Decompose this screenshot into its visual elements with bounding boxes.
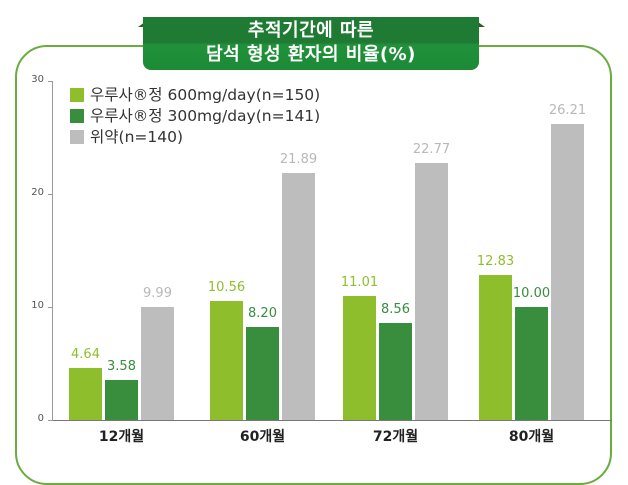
title-banner: 추적기간에 따른 담석 형성 환자의 비율(%) xyxy=(138,13,485,70)
x-category-label: 72개월 xyxy=(372,429,419,445)
bar-value-label: 21.89 xyxy=(279,151,318,167)
y-tick xyxy=(48,420,53,421)
bar-value-label: 8.56 xyxy=(381,302,410,318)
bar xyxy=(141,307,174,420)
x-axis-line xyxy=(52,420,612,421)
chart-title-line1: 추적기간에 따른 xyxy=(247,20,375,41)
legend-item: 위약(n=140) xyxy=(70,126,320,147)
bar-value-label: 22.77 xyxy=(412,141,451,157)
legend-swatch-600 xyxy=(70,87,84,102)
legend-swatch-placebo xyxy=(70,129,84,144)
banner-body: 추적기간에 따른 담석 형성 환자의 비율(%) xyxy=(143,17,479,70)
y-tick-label: 30 xyxy=(31,74,44,85)
bar xyxy=(69,367,102,420)
y-axis-line xyxy=(52,81,53,420)
legend-label: 우루사®정 600mg/day(n=150) xyxy=(90,85,321,104)
bar-value-label: 10.00 xyxy=(512,286,551,301)
bar-value-label: 26.21 xyxy=(548,102,587,118)
legend-item: 우루사®정 300mg/day(n=141) xyxy=(70,105,320,126)
bar-value-label: 10.56 xyxy=(207,279,246,295)
x-category-label: 80개월 xyxy=(508,429,555,445)
y-tick-label: 0 xyxy=(37,413,44,424)
bar-value-label: 8.20 xyxy=(248,306,277,322)
chart-title-line2: 담석 형성 환자의 비율(%) xyxy=(206,44,416,65)
bar xyxy=(515,307,548,420)
y-tick xyxy=(48,307,53,308)
bar xyxy=(105,379,138,420)
legend-label: 우루사®정 300mg/day(n=141) xyxy=(90,106,321,125)
legend: 우루사®정 600mg/day(n=150) 우루사®정 300mg/day(n… xyxy=(70,84,320,147)
bar xyxy=(479,275,512,420)
y-tick-label: 20 xyxy=(31,187,44,198)
y-tick-label: 10 xyxy=(31,300,44,311)
bar-value-label: 4.64 xyxy=(71,346,100,362)
bar-value-label: 3.58 xyxy=(107,358,136,374)
legend-item: 우루사®정 600mg/day(n=150) xyxy=(70,84,320,105)
bar-value-label: 11.01 xyxy=(340,274,379,290)
x-category-label: 60개월 xyxy=(239,429,286,445)
x-category-label: 12개월 xyxy=(98,429,145,445)
y-tick xyxy=(48,194,53,195)
legend-label: 위약(n=140) xyxy=(90,127,184,146)
bar xyxy=(282,172,315,420)
y-tick xyxy=(48,81,53,82)
legend-swatch-300 xyxy=(70,108,84,123)
bar xyxy=(246,327,279,420)
bar xyxy=(379,323,412,420)
bar-value-label: 9.99 xyxy=(143,286,172,302)
bar xyxy=(343,295,376,420)
bar xyxy=(210,300,243,420)
bar xyxy=(551,123,584,420)
bar-value-label: 12.83 xyxy=(476,254,515,270)
bar xyxy=(415,162,448,420)
